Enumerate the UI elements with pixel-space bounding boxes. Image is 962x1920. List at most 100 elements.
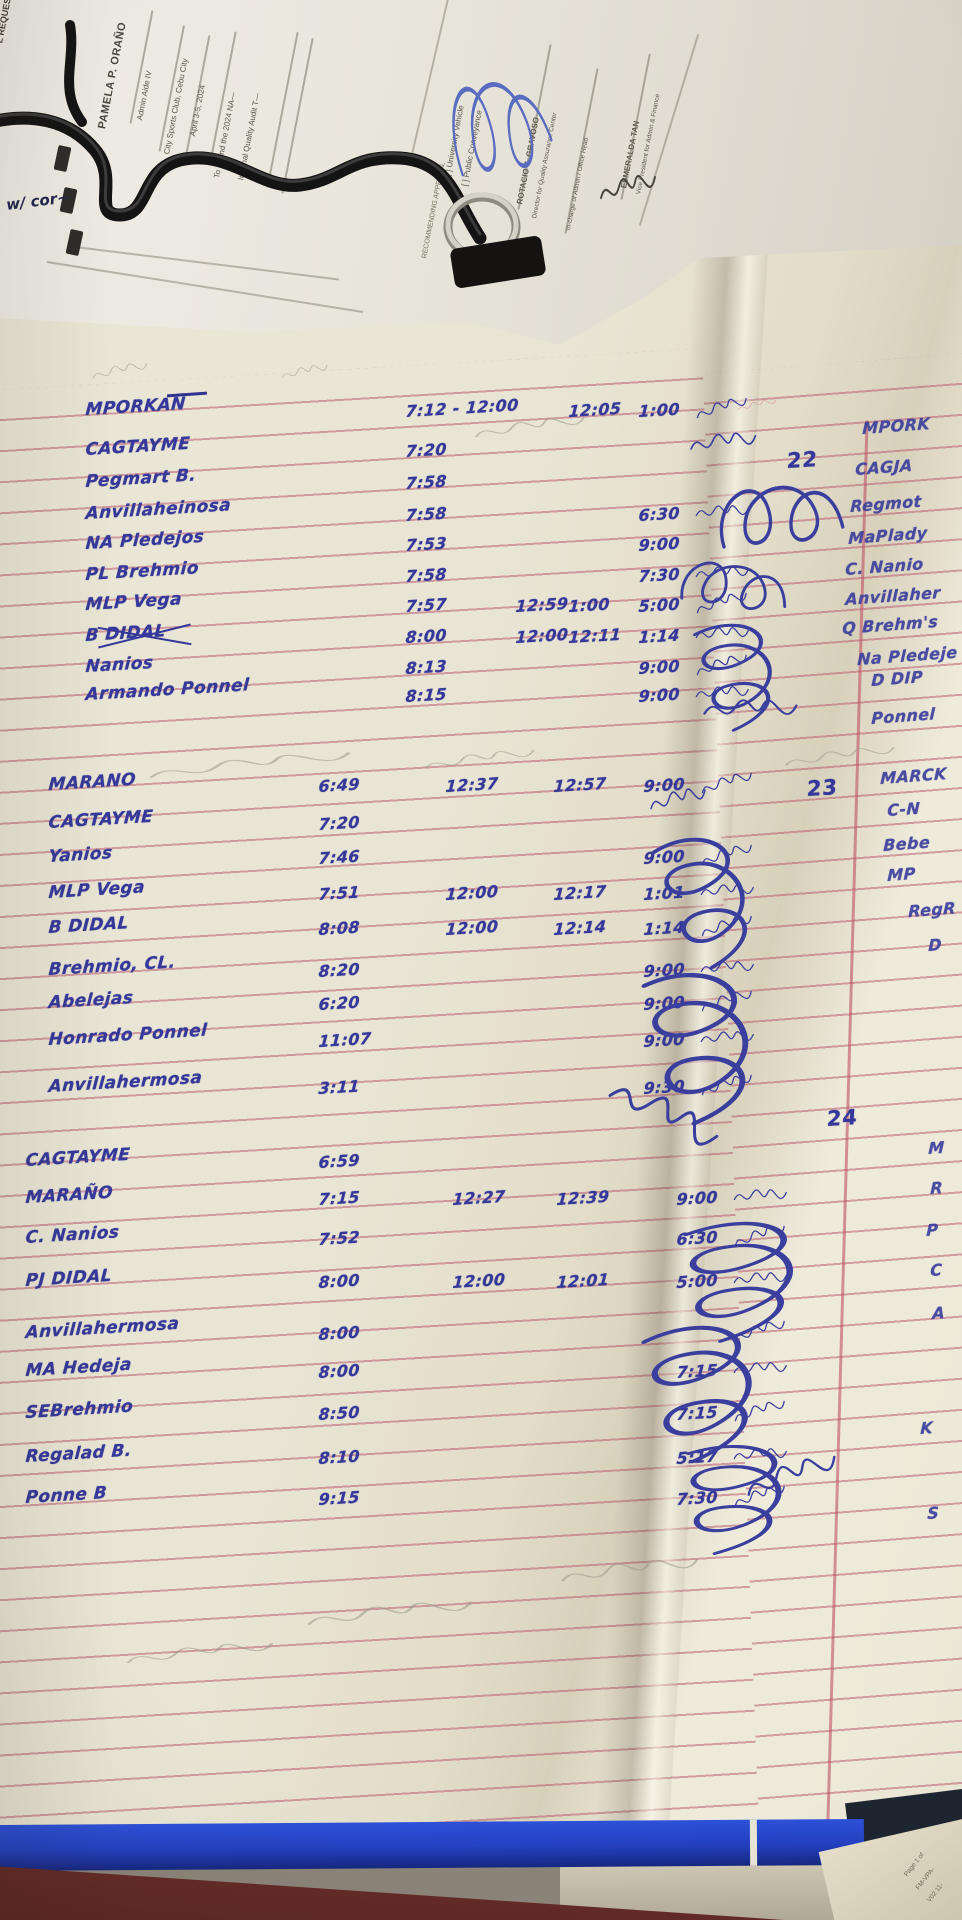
signature-scribble [680,561,787,610]
signature-scribble [641,973,749,1126]
ghost-writing [425,749,535,769]
right-page-fragment: CAGJA [854,455,914,480]
ghost-writing [126,1642,274,1664]
time-out: 1:00 [637,399,681,422]
time-in: 9:15 [317,1487,361,1510]
ghost-writing [149,752,351,778]
time-in: 3:11 [317,1076,361,1099]
ghost-writing [737,399,777,411]
right-page-fragment: Bebe [882,832,931,856]
right-page-fragment: C-N [886,798,921,821]
signature-scribble [734,1485,785,1507]
ghost-writing [475,417,585,437]
signature-scribble [650,788,706,810]
time-noon-in: 12:01 [555,1269,611,1293]
time-out: 6:30 [637,503,681,526]
time-in: 11:07 [317,1028,373,1052]
ghost-writing [92,363,148,379]
time-in: 7:58 [404,503,448,526]
time-in: 7:57 [404,594,448,617]
signature-scribble [693,623,772,732]
time-noon-in: 1:00 [567,594,611,617]
day-number: 24 [826,1105,859,1131]
time-in: 8:10 [317,1446,361,1469]
time-noon-in: 12:17 [552,881,608,905]
ghost-writing [785,746,895,766]
time-in: 6:59 [317,1150,361,1173]
signature-scribble [734,1320,785,1342]
right-page-fragment: RegR [907,898,957,922]
signature-scribble [696,592,747,614]
right-page-fragment: S [926,1503,940,1524]
signature-scribble [695,627,749,639]
signature-scribble [747,1455,836,1496]
notebook: MPORKAÑ 7:12 - 12:00 12:05 1:00 CAGTAYME 7:20… [0,238,962,1852]
time-noon-in: 12:57 [552,773,608,797]
black-cable [0,20,487,245]
right-page-fragment: MP [886,863,916,886]
time-in: 8:00 [317,1270,361,1293]
time-out: 9:00 [675,1187,719,1210]
ghost-writing [282,364,328,379]
time-in: 7:58 [404,564,448,587]
time-noon-out: 12:00 [451,1269,507,1293]
time-noon-in: 12:39 [555,1186,611,1210]
signature-scribble [733,1189,787,1201]
signature-scribble [719,485,845,549]
time-in: 7:46 [317,846,361,869]
book-edge-notch [749,1819,758,1866]
book-edge-blue [0,1818,865,1872]
right-page-fragment: C [929,1260,943,1281]
time-in: 8:00 [404,625,448,648]
day-number: 23 [806,775,839,801]
right-page-fragment: K [919,1417,934,1439]
ghost-writing [307,1601,473,1625]
handwritten-name: Yanios [47,843,114,868]
time-in: 7:53 [404,533,448,556]
time-out: 9:00 [637,656,681,679]
time-in: 8:20 [317,959,361,982]
signature-scribble [733,1272,787,1284]
time-in: 8:00 [317,1360,361,1383]
time-noon-in: 12:11 [567,624,623,648]
signature-scribble [683,1221,793,1343]
signature-scribble [686,1444,782,1555]
time-in: 8:08 [317,917,361,940]
time-noon-out: 12:59 [514,593,570,617]
right-page-fragment: D [927,934,943,956]
time-in: 7:20 [404,439,448,462]
right-page-fragment: R [929,1177,944,1199]
signature-scribble [703,699,798,715]
time-out: 9:00 [637,684,681,707]
signature-scribble [641,1325,752,1464]
signature-scribble [701,772,752,794]
signature-scribble [651,837,748,970]
signature-scribble [696,397,747,419]
signature-scribble [608,1088,719,1146]
time-in: 7:52 [317,1227,361,1250]
time-noon-out: 12:00 [444,916,500,940]
signature-scribble [696,654,747,676]
second-signature-scribble [600,174,656,200]
time-in: 7:15 [317,1187,361,1210]
time-noon-out: 12:37 [444,773,500,797]
handwritten-name: Nanios [84,652,154,678]
time-in: 8:13 [404,656,448,679]
right-page-fragment: P [925,1220,939,1241]
time-noon-out: 12:00 [514,624,570,648]
time-in: 8:15 [404,684,448,707]
time-in: 7:20 [317,812,361,835]
signature-scribble [695,505,749,517]
signature-scribble [695,686,749,698]
time-in: 7:51 [317,882,361,905]
ghost-writing [561,1559,699,1582]
time-in: 6:20 [317,992,361,1015]
approver-signature-scribble [452,82,553,177]
time-noon-out: 12:00 [444,881,500,905]
time-in: 6:49 [317,774,361,797]
time-noon-in: 12:14 [552,916,608,940]
right-page-fragment: A [931,1302,946,1324]
right-page-fragment: D DIP [870,667,924,691]
time-in: 8:50 [317,1402,361,1425]
